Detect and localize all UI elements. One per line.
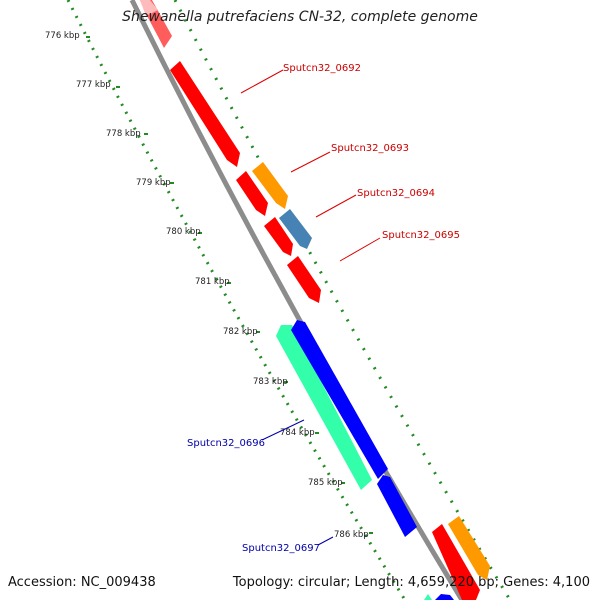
tick-label: 785 kbp [308, 478, 343, 488]
gene-arrow[interactable] [264, 217, 293, 256]
gene-labels: Sputcn32_0692 Sputcn32_0693 Sputcn32_069… [187, 63, 460, 554]
gene-arrow[interactable] [140, 0, 158, 16]
tick-label: 783 kbp [253, 377, 288, 387]
gene-arrow-sputcn32-0692[interactable] [170, 61, 240, 167]
kbp-ticks [86, 36, 373, 534]
gene-arrow-blue[interactable] [377, 475, 417, 537]
tick-label: 777 kbp [76, 80, 111, 90]
gene-arrow-aqua[interactable] [276, 325, 372, 490]
tick-label: 776 kbp [45, 31, 80, 41]
tick-label: 781 kbp [195, 277, 230, 287]
topology-text: Topology: circular; Length: 4,659,220 bp… [232, 575, 590, 590]
gene-arrow-aqua[interactable] [424, 594, 432, 600]
inner-dotted-track [66, 0, 407, 600]
gene-arrow[interactable] [236, 171, 268, 216]
genome-title: Shewanella putrefaciens CN-32, complete … [122, 9, 478, 25]
gene-label: Sputcn32_0694 [357, 188, 435, 199]
gene-label: Sputcn32_0695 [382, 230, 460, 241]
gene-arrow-orange[interactable] [448, 516, 490, 580]
label-leaders [240, 69, 381, 546]
forward-features [140, 0, 490, 600]
gene-arrow[interactable] [287, 256, 321, 303]
tick-label: 780 kbp [166, 227, 201, 237]
gene-label: Sputcn32_0697 [242, 543, 320, 554]
tick-label: 779 kbp [136, 178, 171, 188]
accession-text: Accession: NC_009438 [8, 575, 156, 590]
outer-dotted-track [173, 0, 512, 600]
gene-label: Sputcn32_0696 [187, 438, 265, 449]
tick-label: 784 kbp [280, 428, 315, 438]
gene-arrow[interactable] [432, 524, 480, 600]
gene-arrow-blue[interactable] [291, 320, 388, 479]
gene-arrow-blue[interactable] [435, 594, 454, 600]
tick-label: 786 kbp [334, 530, 369, 540]
gene-label: Sputcn32_0693 [331, 143, 409, 154]
reverse-features [276, 320, 454, 600]
genome-backbone [129, 0, 465, 600]
tick-label: 778 kbp [106, 129, 141, 139]
gene-label: Sputcn32_0692 [283, 63, 361, 74]
gene-arrow-orange[interactable] [252, 162, 288, 209]
tick-label: 782 kbp [223, 327, 258, 337]
kbp-tick-labels: 776 kbp 777 kbp 778 kbp 779 kbp 780 kbp … [45, 31, 369, 540]
gene-arrow-steelblue[interactable] [279, 209, 312, 249]
